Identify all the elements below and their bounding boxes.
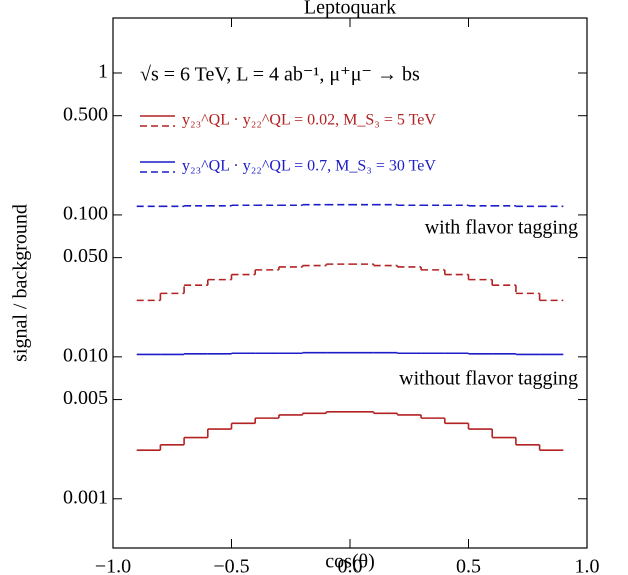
x-tick-label: 0.0	[338, 556, 363, 575]
annotation: with flavor tagging	[425, 217, 578, 239]
plot-frame	[112, 17, 588, 549]
x-tick-label: 0.5	[456, 556, 481, 575]
y-tick-label: 0.010	[63, 344, 108, 366]
y-tick-label: 0.050	[63, 245, 108, 267]
x-tick-label: −0.5	[213, 556, 249, 575]
y-tick-label: 0.005	[63, 387, 108, 409]
x-axis-label: cos(θ)	[325, 551, 375, 573]
legend-label: y₂₃^QL · y₂₂^QL = 0.02, M_S₃ = 5 TeV	[182, 112, 436, 129]
legend-label: y₂₃^QL · y₂₂^QL = 0.7, M_S₃ = 30 TeV	[182, 158, 436, 175]
y-tick-label: 1	[98, 61, 108, 83]
y-tick-label: 0.001	[63, 486, 108, 508]
annotation: √s = 6 TeV, L = 4 ab⁻¹, μ⁺μ⁻ → bs	[140, 64, 420, 86]
annotation: without flavor tagging	[399, 368, 578, 390]
y-tick-label: 0.500	[63, 103, 108, 125]
y-axis-label: signal / background	[10, 204, 32, 362]
x-tick-label: 1.0	[575, 556, 600, 575]
x-tick-label: −1.0	[95, 556, 131, 575]
chart-title: Leptoquark	[304, 0, 396, 19]
y-tick-label: 0.100	[63, 203, 108, 225]
